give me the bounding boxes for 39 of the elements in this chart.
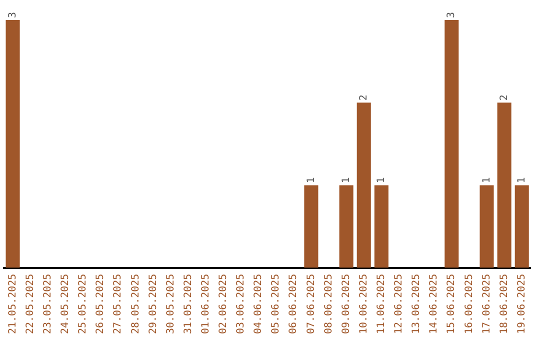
data-label: 1 [306, 177, 317, 184]
x-tick-label: 07.06.2025 [306, 274, 317, 334]
x-tick-label: 04.06.2025 [253, 274, 264, 334]
x-tick-label: 22.05.2025 [24, 274, 36, 334]
x-tick-label: 10.06.2025 [358, 274, 370, 334]
data-label: 1 [340, 177, 352, 184]
x-tick-label: 01.06.2025 [200, 274, 212, 334]
x-tick-label: 27.05.2025 [112, 274, 124, 334]
data-label: 1 [516, 177, 528, 184]
x-tick-label: 06.06.2025 [288, 274, 300, 334]
x-tick-label: 29.05.2025 [148, 274, 159, 334]
x-tick-label: 16.06.2025 [464, 274, 475, 334]
data-label: 1 [376, 177, 388, 184]
x-tick-label: 26.05.2025 [95, 274, 106, 334]
x-tick-label: 31.05.2025 [182, 274, 194, 334]
x-tick-label: 05.06.2025 [270, 274, 282, 334]
x-tick-label: 14.06.2025 [428, 274, 440, 334]
x-tick-label: 18.06.2025 [498, 274, 510, 334]
x-tick-label: 13.06.2025 [411, 274, 422, 334]
data-label: 2 [498, 94, 510, 101]
x-tick-label: 17.06.2025 [481, 274, 492, 334]
x-tick-label: 09.06.2025 [340, 274, 352, 334]
data-label: 1 [481, 177, 492, 184]
data-label: 3 [7, 12, 18, 18]
x-tick-label: 19.06.2025 [516, 274, 528, 334]
x-tick-label: 12.06.2025 [394, 274, 405, 334]
data-label: 3 [446, 12, 458, 18]
x-tick-label: 23.05.2025 [42, 274, 54, 334]
x-tick-label: 25.05.2025 [78, 274, 89, 334]
x-tick-label: 11.06.2025 [376, 274, 388, 334]
data-label: 2 [358, 94, 370, 101]
x-tick-label: 02.06.2025 [218, 274, 230, 334]
x-tick-label: 03.06.2025 [236, 274, 247, 334]
x-tick-label: 28.05.2025 [130, 274, 142, 334]
x-tick-label: 08.06.2025 [323, 274, 334, 334]
x-tick-label: 21.05.2025 [7, 274, 18, 334]
x-tick-label: 15.06.2025 [446, 274, 458, 334]
x-tick-label: 24.05.2025 [60, 274, 72, 334]
x-tick-label: 30.05.2025 [165, 274, 176, 334]
